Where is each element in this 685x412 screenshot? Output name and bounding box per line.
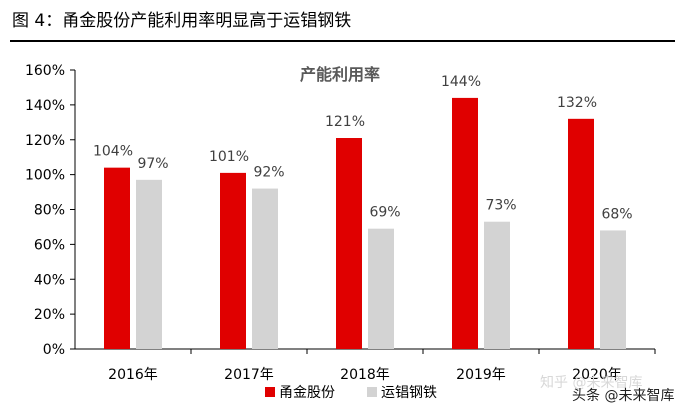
- legend-swatch: [367, 387, 377, 397]
- y-tick-label: 80%: [34, 203, 65, 219]
- figure-caption: 图 4：甬金股份产能利用率明显高于运锠钢铁: [12, 10, 351, 32]
- bar-yongjin: [336, 138, 362, 349]
- x-tick-label: 2017年: [224, 367, 274, 383]
- bar-yunchang: [368, 228, 394, 349]
- figure-title: 甬金股份产能利用率明显高于运锠钢铁: [62, 11, 352, 31]
- bar-yongjin: [220, 172, 246, 349]
- legend-label: 运锠钢铁: [381, 385, 437, 401]
- data-label: 144%: [441, 74, 481, 90]
- bar-yunchang: [484, 221, 510, 349]
- legend-swatch: [265, 387, 275, 397]
- bar-yongjin: [568, 118, 594, 349]
- y-tick-label: 160%: [25, 63, 65, 79]
- data-label: 101%: [209, 149, 249, 165]
- y-tick-label: 120%: [25, 133, 65, 149]
- x-tick-label: 2018年: [340, 367, 390, 383]
- bar-yongjin: [452, 97, 478, 350]
- data-label: 68%: [601, 206, 632, 222]
- data-label: 104%: [93, 144, 133, 160]
- figure-label: 图 4：: [12, 11, 63, 31]
- y-tick-label: 100%: [25, 168, 65, 184]
- y-tick-label: 140%: [25, 98, 65, 114]
- bar-yunchang: [252, 188, 278, 349]
- legend-label: 甬金股份: [279, 385, 335, 401]
- watermark-toutiao: 头条 @未来智库: [572, 388, 675, 404]
- data-label: 69%: [369, 205, 400, 221]
- y-tick-label: 0%: [43, 342, 65, 358]
- x-tick-label: 2019年: [456, 367, 506, 383]
- x-tick-label: 2016年: [108, 367, 158, 383]
- data-label: 97%: [137, 156, 168, 172]
- y-tick-label: 40%: [34, 272, 65, 288]
- data-label: 92%: [253, 165, 284, 181]
- data-label: 73%: [485, 198, 516, 214]
- bar-yunchang: [600, 230, 626, 349]
- data-label: 121%: [325, 114, 365, 130]
- watermark-zhihu: 知乎 @未来智库: [540, 375, 643, 391]
- y-tick-label: 60%: [34, 237, 65, 253]
- x-tick-label: 2020年: [572, 367, 622, 383]
- y-tick-label: 20%: [34, 307, 65, 323]
- bar-yunchang: [136, 179, 162, 349]
- caption-divider: [10, 40, 675, 42]
- data-label: 132%: [557, 95, 597, 111]
- bar-yongjin: [104, 167, 130, 349]
- chart-title: 产能利用率: [300, 65, 380, 84]
